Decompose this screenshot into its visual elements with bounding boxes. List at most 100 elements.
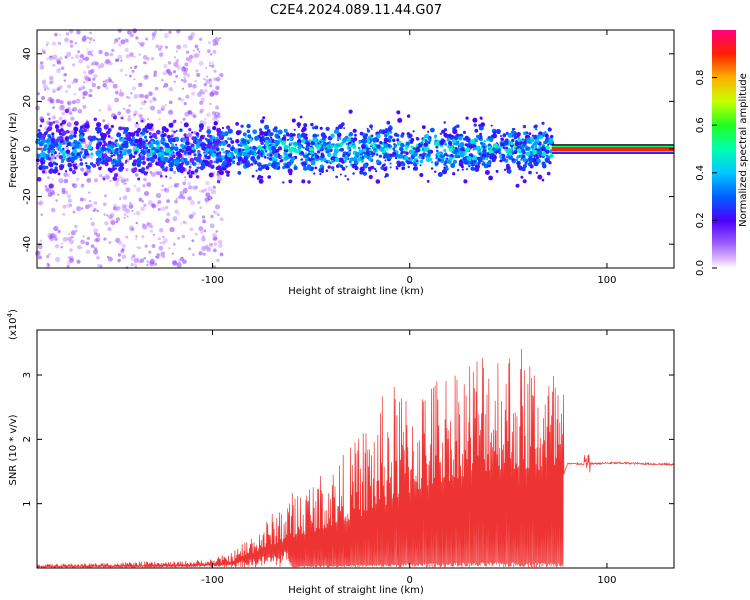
spectrogram-point [257, 167, 262, 171]
spectrogram-point [159, 228, 164, 233]
spectrogram-point [141, 140, 146, 145]
spectrogram-point [148, 91, 153, 97]
spectrogram-point [293, 165, 298, 171]
spectrogram-point [525, 131, 529, 135]
spectrogram-point [474, 138, 479, 143]
spectrogram-point [227, 128, 233, 134]
spectrogram-point [96, 85, 101, 90]
spectrogram-point [342, 138, 347, 143]
spectrogram-point [174, 199, 179, 204]
spectrogram-point [523, 140, 527, 145]
spectrogram-point [143, 100, 147, 104]
spectrogram-point [183, 150, 188, 155]
spectrogram-point [168, 87, 173, 92]
spectrogram-point [199, 108, 204, 113]
spectrogram-point [341, 166, 346, 171]
spectrogram-point [41, 96, 45, 100]
spectrogram-point [114, 181, 120, 187]
spectrogram-point [256, 177, 260, 180]
spectrogram-point [39, 124, 43, 128]
spectrogram-point [436, 149, 439, 153]
spectrogram-point [187, 110, 193, 115]
spectrogram-point [89, 146, 93, 150]
spectrogram-point [103, 202, 107, 207]
spectrogram-point [55, 199, 58, 202]
spectrogram-point [294, 164, 297, 167]
spectrogram-point [185, 57, 190, 61]
spectrogram-point [208, 172, 214, 178]
spectrogram-point [102, 80, 105, 83]
spectrogram-point [143, 203, 147, 207]
spectrogram-point [419, 173, 424, 177]
spectrogram-point [344, 155, 349, 161]
spectrogram-point [70, 230, 76, 236]
spectrogram-point [362, 145, 365, 149]
spectrogram-point [523, 164, 527, 168]
spectrogram-point [203, 229, 207, 233]
spectrogram-point [205, 152, 209, 155]
spectrogram-point [72, 63, 76, 67]
spectrogram-point [172, 242, 176, 246]
spectrogram-point [117, 111, 122, 116]
spectrogram-point [155, 255, 158, 259]
spectrogram-point [226, 173, 230, 177]
spectrogram-point [117, 28, 122, 33]
spectrogram-point [184, 124, 188, 127]
spectrogram-point [126, 215, 129, 218]
spectrogram-point [141, 41, 146, 46]
spectrogram-point [203, 188, 208, 192]
spectrogram-point [134, 122, 140, 128]
spectrogram-point [290, 162, 293, 165]
spectrogram-point [119, 156, 123, 160]
spectrogram-point [416, 159, 419, 163]
spectrogram-point [251, 174, 255, 178]
spectrogram-point [495, 169, 499, 173]
spectrogram-point [149, 156, 155, 162]
spectrogram-point [216, 258, 220, 262]
spectrogram-point [345, 142, 348, 146]
spectrogram-point [59, 56, 63, 61]
spectrogram-point [265, 166, 270, 171]
spectrogram-point [216, 165, 222, 171]
spectrogram-point [372, 142, 376, 146]
spectrogram-point [35, 250, 41, 256]
spectrogram-point [404, 147, 408, 151]
spectrogram-point [90, 221, 96, 227]
spectrogram-point [195, 142, 201, 148]
spectrogram-point [427, 149, 432, 154]
spectrogram-point [300, 154, 303, 157]
spectrogram-point [174, 209, 179, 214]
spectrogram-point [123, 140, 129, 146]
spectrogram-point [169, 226, 175, 233]
spectrogram-point [61, 187, 66, 192]
spectrogram-point [47, 150, 51, 154]
spectrogram-point [50, 148, 55, 154]
spectrogram-point [259, 130, 265, 136]
spectrogram-point [521, 148, 526, 154]
spectrogram-point [162, 235, 165, 239]
spectrogram-point [450, 145, 454, 150]
spectrogram-point [313, 172, 316, 175]
spectrogram-point [104, 221, 109, 226]
spectrogram-point [218, 151, 222, 155]
spectrogram-point [400, 163, 404, 167]
spectrogram-point [484, 170, 490, 175]
spectrogram-point [66, 51, 72, 57]
spectrogram-point [70, 235, 74, 239]
spectrogram-point [224, 156, 228, 160]
spectrogram-point [80, 125, 83, 129]
spectrogram-point [52, 115, 56, 120]
spectrogram-point [288, 153, 292, 158]
spectrogram-point [463, 179, 468, 184]
spectrogram-point [88, 93, 92, 98]
spectrogram-point [218, 143, 222, 147]
spectrogram-point [532, 149, 538, 155]
spectrogram-point [66, 145, 68, 148]
spectrogram-point [97, 124, 101, 128]
spectrogram-point [541, 121, 545, 125]
spectrogram-point [125, 168, 129, 172]
spectrogram-point [332, 169, 335, 172]
spectrogram-point [325, 169, 329, 172]
spectrogram-point [199, 144, 202, 147]
spectrogram-point [273, 152, 279, 158]
